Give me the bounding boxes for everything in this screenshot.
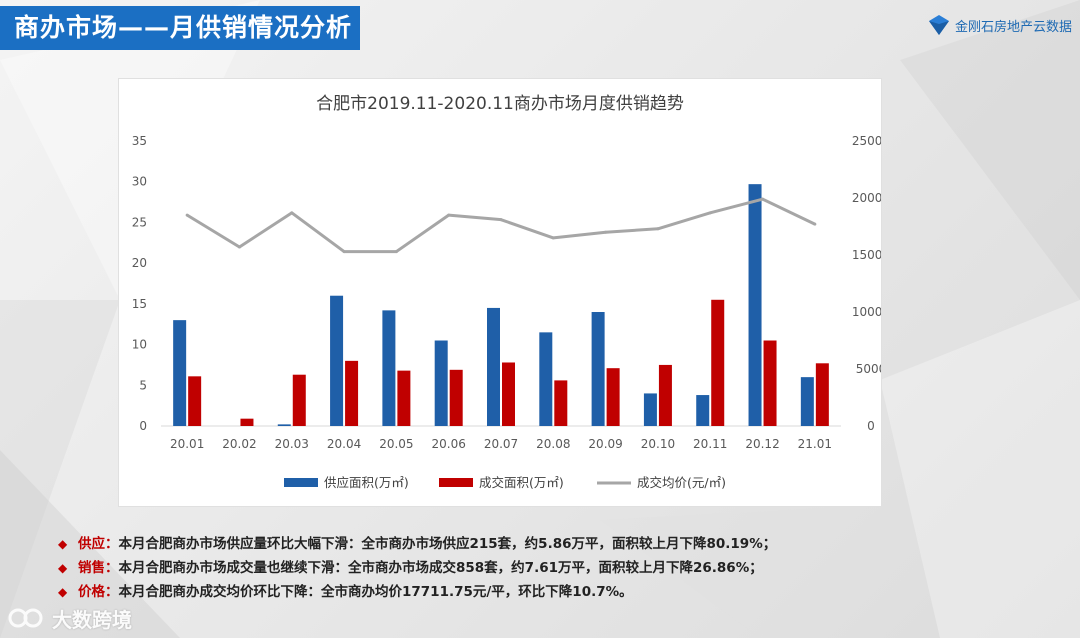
note-label: 销售： (78, 560, 119, 576)
note-label: 供应： (78, 536, 119, 552)
note-supply: ◆ 供应：本月合肥商办市场供应量环比大幅下滑：全市商办市场供应215套，约5.86… (58, 532, 1058, 556)
price-point (551, 236, 555, 240)
x-tick-label: 20.02 (222, 437, 256, 451)
price-point (761, 197, 765, 201)
price-point (237, 245, 241, 249)
supply-bar (434, 340, 448, 426)
x-tick-label: 20.07 (484, 437, 518, 451)
supply-bar (173, 320, 187, 426)
supply-bar (330, 295, 344, 426)
deal-bar (188, 376, 202, 426)
supply-bar (277, 424, 291, 426)
deal-bar (292, 374, 306, 426)
legend-supply-label: 供应面积(万㎡) (324, 475, 409, 490)
x-tick-label: 20.06 (432, 437, 466, 451)
deal-bar (240, 418, 254, 426)
deal-bar (763, 340, 777, 426)
combo-chart: 合肥市2019.11-2020.11商办市场月度供销趋势 0 5 10 15 20 25 30… (132, 94, 881, 490)
legend-supply-swatch (284, 478, 318, 487)
x-tick-label: 20.05 (379, 437, 413, 451)
y-right-tick-label: 25000 (852, 134, 881, 148)
supply-bar (487, 307, 500, 426)
x-tick-label: 20.12 (745, 437, 779, 451)
legend-deal-label: 成交面积(万㎡) (479, 475, 564, 490)
supply-bar (643, 393, 657, 426)
legend-deal-swatch (439, 478, 473, 487)
note-text: 本月合肥商办成交均价环比下降：全市商办均价17711.75元/平，环比下降10.… (118, 584, 633, 600)
y-left-tick-label: 35 (132, 134, 147, 148)
diamond-bullet-icon: ◆ (58, 537, 68, 551)
y-left-tick-label: 0 (139, 419, 147, 433)
watermark-logo-icon (8, 608, 43, 628)
y-left-tick-label: 30 (132, 175, 147, 189)
deal-bar (815, 363, 829, 426)
price-point (813, 222, 817, 226)
note-sales: ◆ 销售：本月合肥商办市场成交量也继续下滑：全市商办市场成交858套，约7.61万… (58, 556, 1058, 580)
y-left-tick-label: 25 (132, 215, 147, 229)
brand-name: 金刚石房地产云数据 (954, 19, 1072, 35)
x-tick-label: 21.01 (798, 437, 832, 451)
y-left-tick-label: 5 (139, 378, 147, 392)
chart-title: 合肥市2019.11-2020.11商办市场月度供销趋势 (316, 94, 684, 114)
deal-bar (397, 370, 411, 426)
price-point (290, 211, 294, 215)
notes-list: ◆ 供应：本月合肥商办市场供应量环比大幅下滑：全市商办市场供应215套，约5.86… (58, 532, 1058, 604)
supply-bar (591, 312, 605, 426)
supply-bar (539, 332, 553, 426)
x-tick-label: 20.11 (693, 437, 727, 451)
y-left-tick-label: 20 (132, 256, 147, 270)
supply-bar (800, 377, 814, 426)
supply-bar (748, 184, 762, 426)
x-tick-label: 20.04 (327, 437, 361, 451)
y-left-tick-label: 10 (132, 338, 147, 352)
x-tick-label: 20.09 (588, 437, 622, 451)
price-point (342, 250, 346, 254)
diamond-bullet-icon: ◆ (58, 561, 68, 575)
supply-bar (382, 310, 396, 426)
diamond-bullet-icon: ◆ (58, 585, 68, 599)
note-price: ◆ 价格：本月合肥商办成交均价环比下降：全市商办均价17711.75元/平，环比下… (58, 580, 1058, 604)
x-tick-label: 20.10 (641, 437, 675, 451)
price-point (185, 213, 189, 217)
price-point (604, 230, 608, 234)
deal-bar (502, 362, 515, 426)
brand: 金刚石房地产云数据 (927, 10, 1072, 40)
deal-bar (711, 299, 725, 426)
deal-bar (554, 380, 568, 426)
y-right-tick-label: 15000 (852, 248, 881, 262)
page-title: 商办市场——月供销情况分析 (0, 6, 360, 50)
deal-bar (449, 369, 463, 426)
note-text: 本月合肥商办市场供应量环比大幅下滑：全市商办市场供应215套，约5.86万平，面… (118, 536, 777, 552)
price-line (186, 197, 816, 254)
deal-bar (658, 364, 672, 426)
chart-panel: 合肥市2019.11-2020.11商办市场月度供销趋势 0 5 10 15 20 25 30… (118, 78, 882, 507)
y-right-tick-label: 5000 (856, 362, 881, 376)
x-tick-label: 20.01 (170, 437, 204, 451)
note-text: 本月合肥商办市场成交量也继续下滑：全市商办市场成交858套，约7.61万平，面积… (118, 560, 763, 576)
y-right-tick-label: 0 (867, 419, 875, 433)
price-point (708, 211, 712, 215)
deal-bar (345, 360, 359, 426)
x-tick-label: 20.03 (275, 437, 309, 451)
price-point (656, 227, 660, 231)
price-point (394, 250, 398, 254)
watermark-text: 大数跨境 (52, 607, 132, 632)
y-right-tick-label: 10000 (852, 305, 881, 319)
supply-bar (696, 395, 710, 426)
y-left-tick-label: 15 (132, 297, 147, 311)
y-right-tick-label: 20000 (852, 191, 881, 205)
note-label: 价格： (78, 584, 119, 600)
legend-price-label: 成交均价(元/㎡) (637, 475, 726, 490)
diamond-logo-icon (928, 15, 949, 35)
price-point (447, 213, 451, 217)
price-point (499, 218, 503, 222)
x-tick-label: 20.08 (536, 437, 570, 451)
deal-bar (606, 368, 620, 426)
watermark: 大数跨境 (8, 604, 132, 632)
